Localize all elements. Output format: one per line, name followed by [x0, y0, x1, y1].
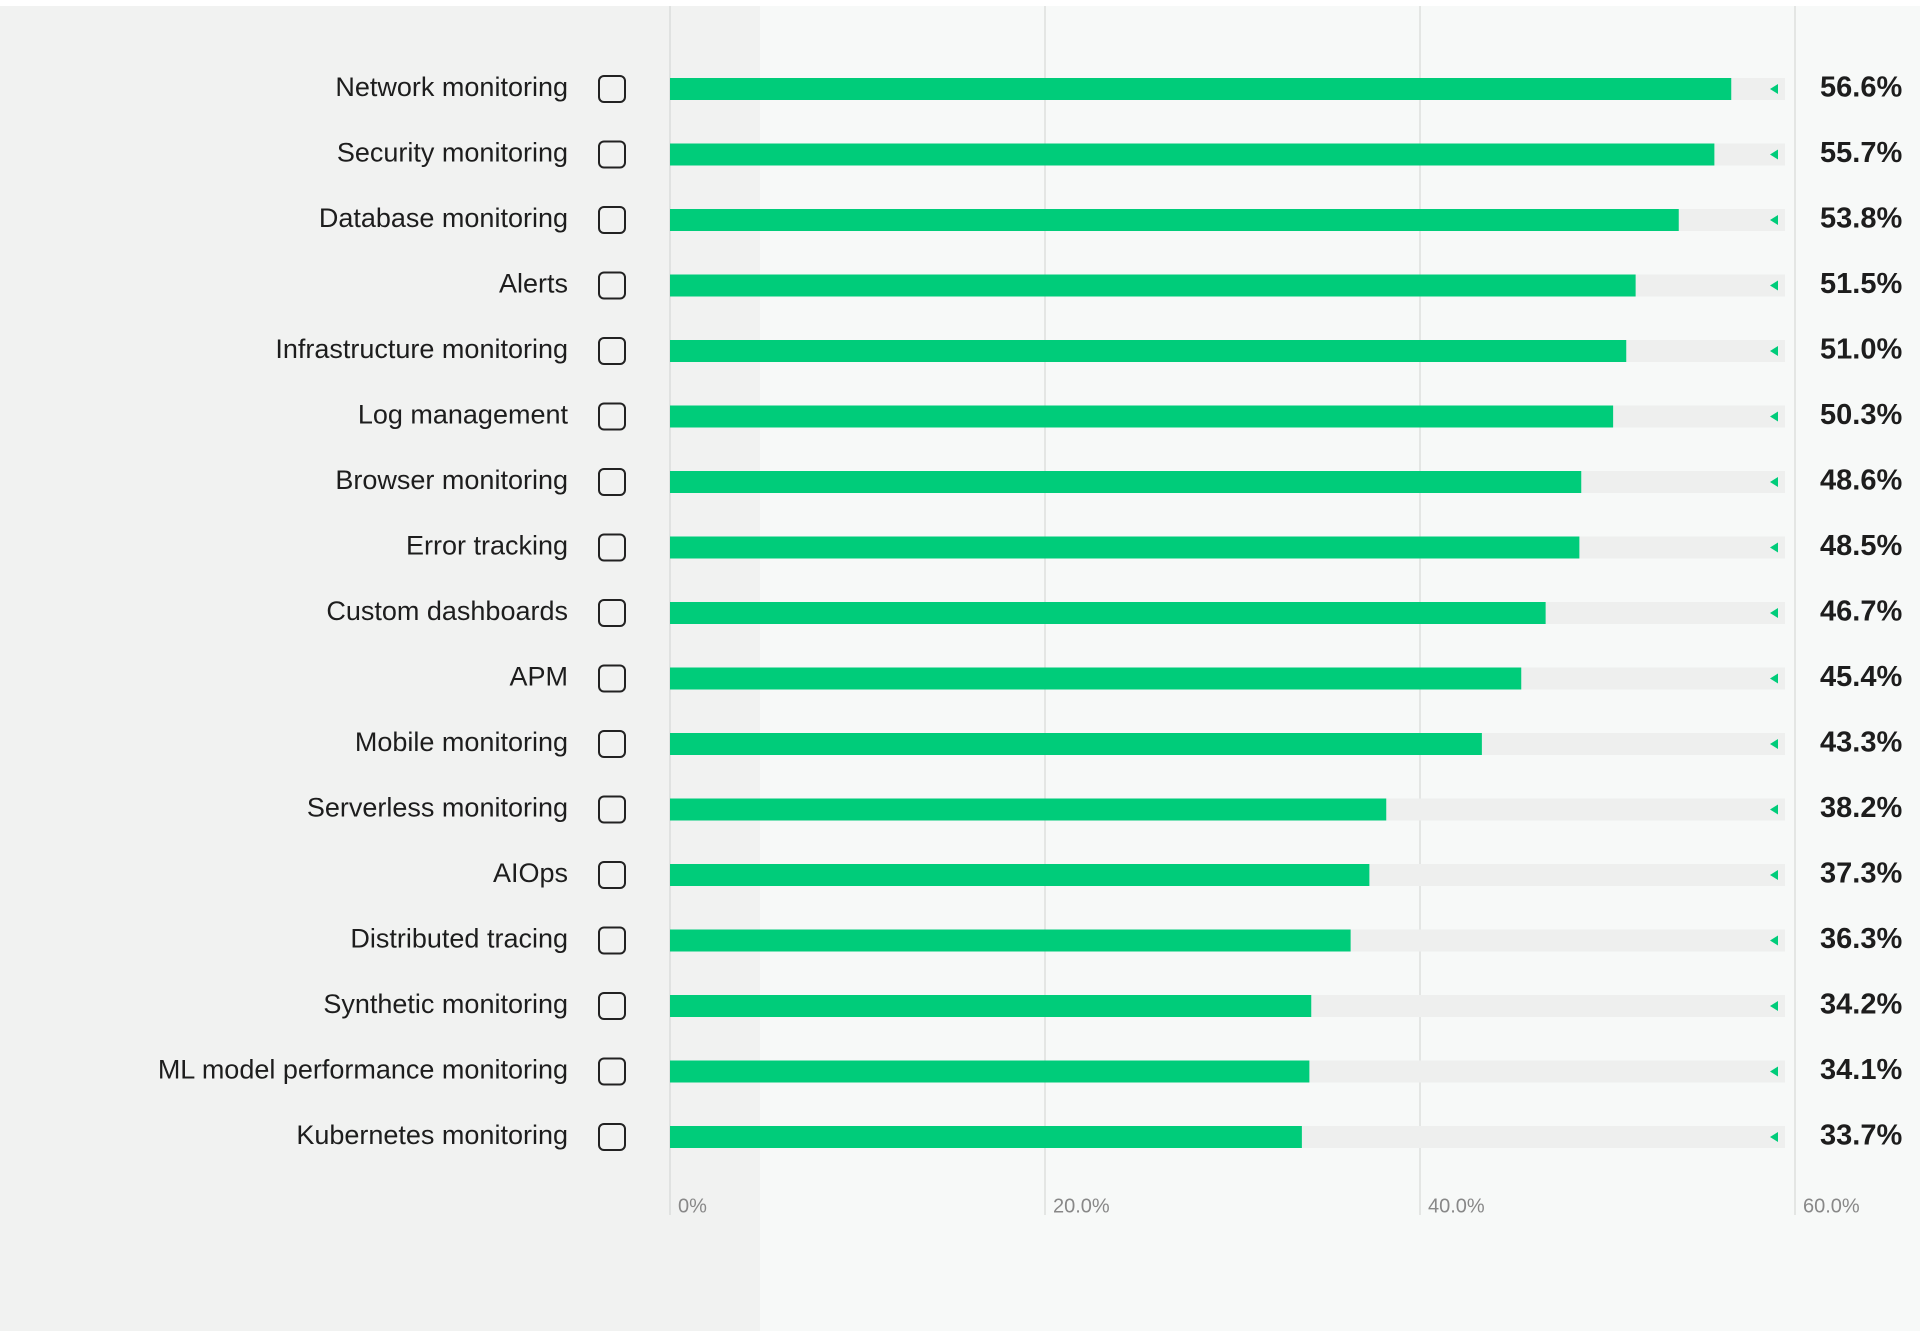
- track-marker: [1770, 1066, 1778, 1077]
- bar: [670, 864, 1370, 886]
- category-icon: [598, 206, 626, 234]
- category-icon: [598, 533, 626, 562]
- track-marker: [1770, 149, 1778, 160]
- x-tick-label: 40.0%: [1428, 1195, 1485, 1217]
- category-label: Custom dashboards: [326, 596, 568, 626]
- category-label: Browser monitoring: [335, 465, 568, 495]
- category-label: Serverless monitoring: [307, 793, 568, 823]
- bar: [670, 405, 1614, 428]
- category-label: Log management: [358, 400, 569, 430]
- category-icon: [598, 664, 626, 693]
- category-icon: [598, 337, 626, 365]
- value-label: 38.2%: [1820, 792, 1902, 824]
- category-icon: [598, 75, 626, 103]
- category-icon: [598, 926, 626, 955]
- track-marker: [1770, 804, 1778, 815]
- category-label: AIOps: [493, 858, 568, 888]
- category-icon: [598, 795, 626, 824]
- x-tick-label: 60.0%: [1803, 1195, 1860, 1217]
- category-icon: [598, 468, 626, 496]
- category-label: Database monitoring: [319, 203, 568, 233]
- category-label: Network monitoring: [335, 72, 568, 102]
- track-marker: [1770, 935, 1778, 946]
- bar: [670, 536, 1580, 559]
- value-label: 53.8%: [1820, 203, 1902, 235]
- value-label: 34.1%: [1820, 1054, 1902, 1086]
- category-icon: [598, 1123, 626, 1151]
- value-label: 48.6%: [1820, 465, 1902, 497]
- bar: [670, 78, 1732, 100]
- track-marker: [1770, 346, 1778, 356]
- track-marker: [1770, 84, 1778, 94]
- bar: [670, 471, 1582, 493]
- category-label: Security monitoring: [337, 138, 568, 168]
- category-label: Distributed tracing: [350, 924, 568, 954]
- track-marker: [1770, 280, 1778, 291]
- bar: [670, 733, 1482, 755]
- bar: [670, 798, 1387, 821]
- category-icon: [598, 599, 626, 627]
- category-label: APM: [509, 662, 568, 692]
- bar: [670, 929, 1351, 952]
- category-label: ML model performance monitoring: [158, 1055, 568, 1085]
- bar: [670, 274, 1636, 297]
- track-marker: [1770, 477, 1778, 487]
- track-marker: [1770, 739, 1778, 749]
- value-label: 45.4%: [1820, 661, 1902, 693]
- bar: [670, 340, 1627, 362]
- category-icon: [598, 1057, 626, 1086]
- value-label: 50.3%: [1820, 399, 1902, 431]
- category-icon: [598, 861, 626, 889]
- x-tick-label: 20.0%: [1053, 1195, 1110, 1217]
- category-label: Error tracking: [406, 531, 568, 561]
- value-label: 37.3%: [1820, 858, 1902, 890]
- value-label: 46.7%: [1820, 596, 1902, 628]
- value-label: 55.7%: [1820, 137, 1902, 169]
- category-label: Alerts: [499, 269, 568, 299]
- value-label: 56.6%: [1820, 72, 1902, 104]
- track-marker: [1770, 542, 1778, 553]
- value-label: 36.3%: [1820, 923, 1902, 955]
- bar: [670, 1126, 1302, 1148]
- bar: [670, 209, 1679, 231]
- track-marker: [1770, 608, 1778, 618]
- category-icon: [598, 271, 626, 300]
- bar: [670, 667, 1522, 690]
- track-marker: [1770, 870, 1778, 880]
- left-panel: [0, 6, 760, 1331]
- value-label: 33.7%: [1820, 1120, 1902, 1152]
- category-label: Mobile monitoring: [355, 727, 568, 757]
- x-tick-label: 0%: [678, 1195, 707, 1217]
- bar: [670, 143, 1715, 166]
- category-icon: [598, 402, 626, 431]
- track-marker: [1770, 1001, 1778, 1011]
- bar: [670, 1060, 1310, 1083]
- bar: [670, 995, 1312, 1017]
- bar: [670, 602, 1546, 624]
- category-icon: [598, 140, 626, 169]
- value-label: 51.0%: [1820, 334, 1902, 366]
- category-icon: [598, 730, 626, 758]
- track-marker: [1770, 673, 1778, 684]
- category-label: Infrastructure monitoring: [275, 334, 568, 364]
- category-icon: [598, 992, 626, 1020]
- value-label: 48.5%: [1820, 530, 1902, 562]
- top-strip: [0, 0, 1920, 6]
- category-label: Synthetic monitoring: [323, 989, 568, 1019]
- value-label: 51.5%: [1820, 268, 1902, 300]
- track-marker: [1770, 411, 1778, 422]
- track-marker: [1770, 1132, 1778, 1142]
- track-marker: [1770, 215, 1778, 225]
- value-label: 34.2%: [1820, 989, 1902, 1021]
- category-label: Kubernetes monitoring: [296, 1120, 568, 1150]
- value-label: 43.3%: [1820, 727, 1902, 759]
